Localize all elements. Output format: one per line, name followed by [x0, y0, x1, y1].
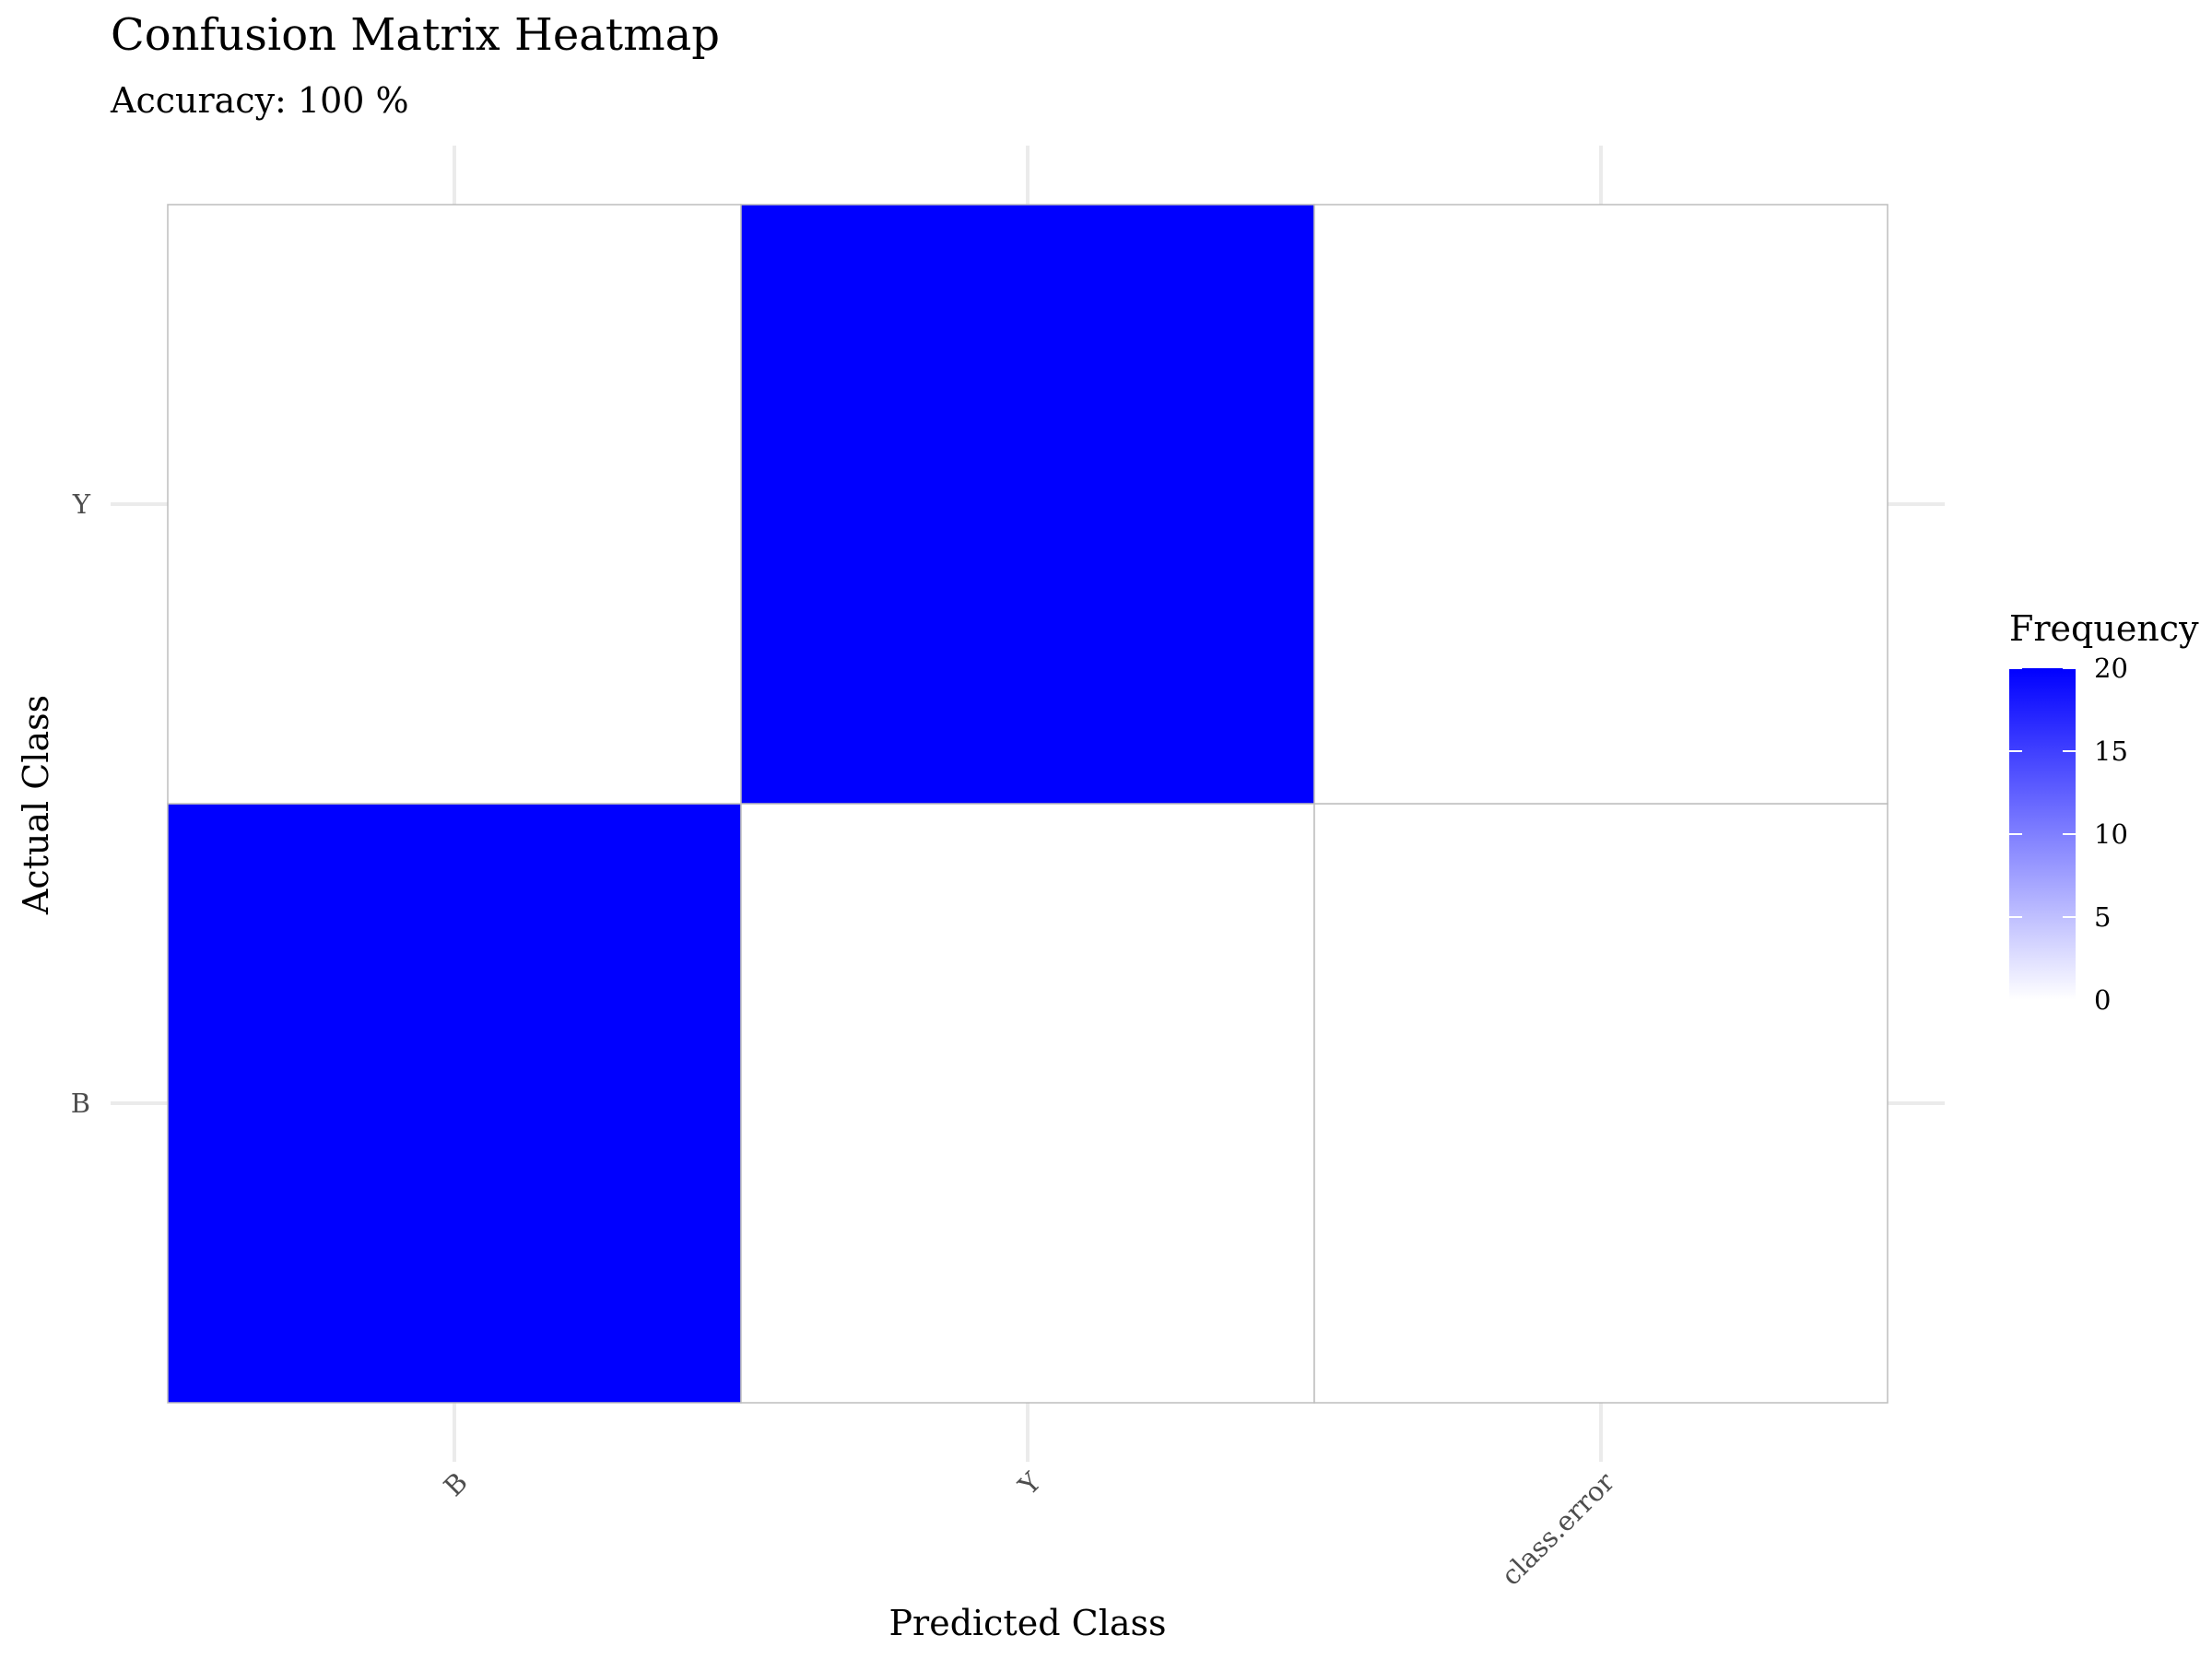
x-tick-label: class.error [1495, 1466, 1620, 1592]
x-tick-label: Y [1012, 1465, 1048, 1501]
chart-title: Confusion Matrix Heatmap [111, 9, 720, 61]
y-tick-label: B [71, 1088, 90, 1119]
legend-ticks: 0 5 10 15 20 [2009, 653, 2128, 1016]
x-tick-label: B [438, 1466, 474, 1502]
heatmap-cell-B-class.error [1313, 803, 1888, 1404]
heatmap-cells [167, 204, 1888, 1404]
heatmap-cell-B-B [167, 803, 742, 1404]
x-axis-title: Predicted Class [888, 1603, 1166, 1643]
y-axis-title: Actual Class [16, 695, 56, 915]
heatmap-cell-Y-Y [740, 204, 1315, 805]
legend-tick-label: 15 [2094, 735, 2128, 767]
legend-tick-label: 20 [2094, 653, 2128, 684]
chart-subtitle: Accuracy: 100 % [110, 80, 409, 121]
legend-tick-label: 10 [2094, 818, 2128, 850]
heatmap-cell-B-Y [740, 803, 1315, 1404]
legend-title: Frequency [2009, 608, 2199, 649]
heatmap-cell-Y-B [167, 204, 742, 805]
legend-tick-label: 5 [2094, 901, 2111, 933]
y-tick-label: Y [72, 488, 91, 520]
legend-tick-label: 0 [2094, 984, 2111, 1016]
y-axis-ticks: BY [71, 488, 91, 1119]
heatmap-cell-Y-class.error [1313, 204, 1888, 805]
